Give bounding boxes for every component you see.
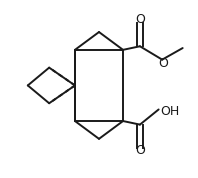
Text: O: O [135, 144, 145, 157]
Text: O: O [135, 13, 145, 26]
Text: O: O [158, 57, 168, 70]
Text: OH: OH [160, 105, 180, 118]
